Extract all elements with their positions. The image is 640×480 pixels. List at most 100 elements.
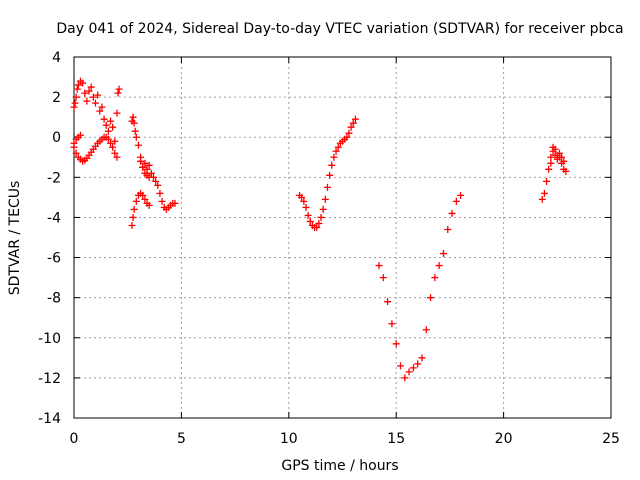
data-point — [158, 197, 166, 205]
data-point — [72, 149, 80, 157]
data-point — [347, 123, 355, 131]
x-tick-label: 20 — [495, 431, 513, 447]
data-point — [83, 97, 91, 105]
y-tick-label: 0 — [52, 130, 61, 146]
data-point — [152, 177, 160, 185]
data-point — [130, 205, 138, 213]
y-tick-label: -4 — [47, 210, 61, 226]
data-point — [141, 159, 149, 167]
data-point — [147, 169, 155, 177]
data-point — [115, 85, 123, 93]
data-point — [540, 189, 548, 197]
data-point — [538, 195, 546, 203]
data-point — [107, 139, 115, 147]
data-point — [562, 167, 570, 175]
data-point — [405, 368, 413, 376]
y-tick-label: -2 — [47, 170, 61, 186]
data-point — [156, 189, 164, 197]
data-point — [306, 217, 314, 225]
data-point — [89, 93, 97, 101]
data-point — [134, 141, 142, 149]
data-point — [326, 171, 334, 179]
data-point — [313, 223, 321, 231]
x-tick-labels: 0 5 10 15 20 25 — [70, 431, 620, 447]
data-point — [107, 117, 115, 125]
data-point — [300, 197, 308, 205]
data-point — [330, 153, 338, 161]
y-tick-label: -14 — [38, 411, 61, 427]
data-point — [113, 109, 121, 117]
data-point — [351, 115, 359, 123]
data-point — [132, 133, 140, 141]
data-point — [139, 191, 147, 199]
data-point — [409, 364, 417, 372]
data-point — [317, 213, 325, 221]
data-points — [70, 77, 570, 382]
data-point — [81, 89, 89, 97]
data-point — [392, 340, 400, 348]
data-point — [427, 294, 435, 302]
data-point — [547, 159, 555, 167]
data-point — [76, 131, 84, 139]
data-point — [319, 205, 327, 213]
data-point — [332, 147, 340, 155]
data-point — [85, 87, 93, 95]
data-point — [349, 119, 357, 127]
x-tick-label: 25 — [602, 431, 620, 447]
data-point — [79, 79, 87, 87]
x-tick-label: 0 — [70, 431, 79, 447]
y-tick-label: 2 — [52, 90, 61, 106]
data-point — [96, 107, 104, 115]
data-point — [388, 320, 396, 328]
y-tick-label: 4 — [52, 50, 61, 66]
data-point — [149, 173, 157, 181]
data-point — [91, 99, 99, 107]
data-point — [328, 161, 336, 169]
data-point — [109, 123, 117, 131]
grid-lines — [74, 57, 611, 418]
x-tick-label: 15 — [387, 431, 405, 447]
data-point — [452, 197, 460, 205]
data-point — [323, 183, 331, 191]
data-point — [70, 103, 78, 111]
data-point — [435, 262, 443, 270]
data-point — [129, 213, 137, 221]
data-point — [298, 193, 306, 201]
data-point — [401, 374, 409, 382]
data-point — [555, 149, 563, 157]
data-point — [72, 93, 80, 101]
data-point — [128, 221, 136, 229]
data-point — [145, 161, 153, 169]
axis-ticks — [73, 56, 612, 419]
data-point — [109, 143, 117, 151]
data-point — [547, 153, 555, 161]
data-point — [139, 163, 147, 171]
data-point — [543, 177, 551, 185]
y-tick-labels: 4 2 0 -2 -4 -6 -8 -10 -12 -14 — [38, 50, 61, 427]
data-point — [439, 250, 447, 258]
data-point — [315, 219, 323, 227]
data-point — [302, 203, 310, 211]
data-point — [145, 201, 153, 209]
data-point — [104, 135, 112, 143]
data-point — [131, 127, 139, 135]
data-point — [553, 155, 561, 163]
data-point — [545, 165, 553, 173]
data-point — [345, 129, 353, 137]
data-point — [560, 157, 568, 165]
data-point — [558, 153, 566, 161]
data-point — [379, 274, 387, 282]
data-point — [94, 91, 102, 99]
data-point — [130, 119, 138, 127]
data-point — [111, 137, 119, 145]
y-tick-label: -8 — [47, 291, 61, 307]
data-point — [129, 113, 137, 121]
data-point — [549, 143, 557, 151]
data-point — [111, 149, 119, 157]
data-point — [113, 153, 121, 161]
data-point — [100, 115, 108, 123]
data-point — [334, 143, 342, 151]
data-point — [304, 211, 312, 219]
data-point — [71, 99, 79, 107]
